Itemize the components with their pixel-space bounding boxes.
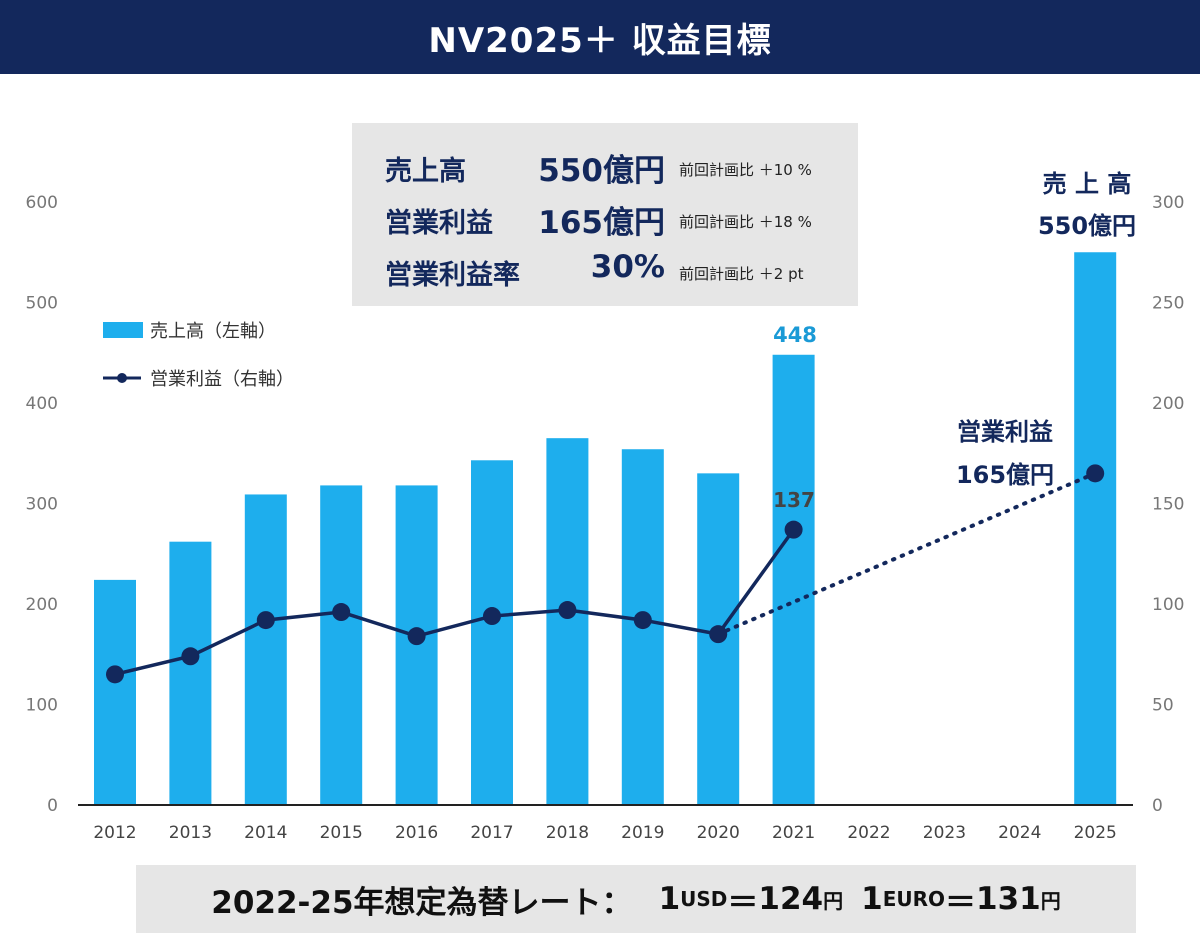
right-axis-tick-label: 0 (1152, 796, 1163, 816)
profit-line-projection (716, 471, 1098, 637)
profit-point (1086, 464, 1105, 483)
x-axis-tick-label: 2012 (93, 823, 136, 843)
usd-equals: ＝ (727, 884, 759, 921)
summary-label: 営業利益 (385, 208, 493, 239)
usd-rate: 124 (758, 881, 824, 917)
sales-bar (94, 579, 136, 805)
summary-label: 営業利益率 (385, 260, 520, 291)
euro-equals: ＝ (945, 884, 976, 921)
legend-swatch-sales (103, 322, 143, 338)
right-axis-tick-label: 250 (1152, 294, 1184, 314)
euro-quantity: 1 (861, 881, 883, 917)
page-title: NV2025＋ 収益目標 (0, 0, 1200, 74)
euro-yen-unit: 円 (1040, 888, 1061, 913)
left-axis-tick-label: 500 (26, 294, 58, 314)
target-summary-box: 売上高 550億円 前回計画比 ＋10 % 営業利益 165億円 前回計画比 ＋… (352, 123, 858, 306)
summary-row-operating-profit: 営業利益 165億円 前回計画比 ＋18 % (352, 193, 858, 243)
left-axis-tick-label: 200 (26, 595, 58, 615)
profit-point (332, 603, 351, 622)
left-axis-ticks: 0 100 200 300 400 500 600 (26, 193, 58, 816)
profit-line (114, 471, 1098, 677)
summary-label: 売上高 (385, 156, 466, 187)
x-axis-tick-label: 2017 (470, 823, 513, 843)
annotation-profit-2025-label: 営業利益 (957, 418, 1053, 446)
profit-point (709, 625, 728, 644)
usd-unit: USD (680, 887, 728, 911)
x-axis-tick-label: 2024 (998, 823, 1041, 843)
profit-point (483, 607, 501, 626)
summary-row-sales: 売上高 550億円 前回計画比 ＋10 % (352, 141, 858, 191)
right-axis-tick-label: 100 (1152, 595, 1184, 615)
summary-value: 550億円 (538, 153, 665, 189)
euro-rate: 131 (976, 881, 1041, 917)
profit-point (106, 665, 124, 684)
x-axis-tick-label: 2020 (697, 823, 740, 843)
annotation-profit-2025-value: 165億円 (956, 461, 1054, 489)
sales-bar (1074, 252, 1117, 805)
revenue-profit-chart: 0 100 200 300 400 500 600 0 50 100 150 200 250 300 2… (26, 170, 1185, 843)
summary-note: 前回計画比 ＋18 % (679, 213, 812, 231)
exchange-rate-box: 2022-25年想定為替レート： 1 USD ＝ 124 円 1 EURO ＝ 131 円 (136, 865, 1136, 933)
left-axis-tick-label: 400 (26, 394, 58, 414)
profit-point (558, 601, 577, 620)
profit-point (407, 627, 426, 646)
x-axis-tick-label: 2015 (320, 823, 363, 843)
sales-bar (471, 460, 513, 805)
legend: 売上高（左軸） 営業利益（右軸） (103, 321, 294, 390)
profit-line-actual (114, 528, 796, 677)
right-axis-tick-label: 300 (1152, 193, 1184, 213)
x-axis-tick-label: 2023 (923, 823, 966, 843)
legend-swatch-marker (117, 373, 127, 383)
x-axis-tick-label: 2021 (772, 823, 815, 843)
left-axis-tick-label: 100 (26, 696, 58, 716)
sales-bar (395, 485, 438, 805)
data-label-sales-2021: 448 (773, 323, 817, 347)
annotation-sales-2025-value: 550億円 (1038, 212, 1136, 240)
right-axis-tick-label: 200 (1152, 394, 1184, 414)
sales-bar (546, 438, 589, 805)
x-axis-tick-label: 2019 (621, 823, 664, 843)
summary-value: 165億円 (538, 205, 665, 241)
right-axis-tick-label: 50 (1152, 696, 1174, 716)
legend-label-sales: 売上高（左軸） (150, 321, 276, 342)
profit-point (181, 647, 200, 666)
profit-points (106, 464, 1105, 684)
right-axis-tick-label: 150 (1152, 495, 1184, 515)
sales-bar (320, 485, 363, 805)
sales-bar (169, 541, 212, 805)
summary-note: 前回計画比 ＋2 pt (679, 265, 804, 283)
right-axis-ticks: 0 50 100 150 200 250 300 (1152, 193, 1184, 816)
x-axis-tick-label: 2013 (169, 823, 212, 843)
x-axis-tick-label: 2025 (1074, 823, 1117, 843)
profit-point (784, 520, 803, 539)
left-axis-tick-label: 300 (26, 495, 58, 515)
euro-unit: EURO (882, 887, 945, 911)
left-axis-tick-label: 600 (26, 193, 58, 213)
annotation-sales-2025-label: 売 上 高 (1043, 170, 1132, 198)
summary-note: 前回計画比 ＋10 % (679, 161, 812, 179)
legend-label-profit: 営業利益（右軸） (150, 369, 294, 390)
sales-bar (244, 494, 287, 805)
profit-point (256, 611, 275, 630)
sales-bars (94, 252, 1117, 805)
x-axis-tick-label: 2022 (847, 823, 890, 843)
summary-value: 30% (590, 249, 665, 285)
left-axis-tick-label: 0 (47, 796, 58, 816)
x-axis-tick-label: 2016 (395, 823, 438, 843)
data-label-profit-2021: 137 (773, 488, 815, 512)
sales-bar (772, 354, 815, 805)
x-axis-tick-label: 2014 (244, 823, 287, 843)
profit-point (633, 611, 652, 630)
summary-row-operating-margin: 営業利益率 30% 前回計画比 ＋2 pt (352, 245, 858, 295)
exchange-rate-label: 2022-25年想定為替レート： (211, 884, 633, 921)
usd-quantity: 1 (658, 881, 681, 917)
x-axis-tick-label: 2018 (546, 823, 589, 843)
x-axis-ticks: 2012 2013 2014 2015 2016 2017 2018 2019 2020 2021… (93, 823, 1116, 843)
usd-yen-unit: 円 (823, 888, 844, 913)
